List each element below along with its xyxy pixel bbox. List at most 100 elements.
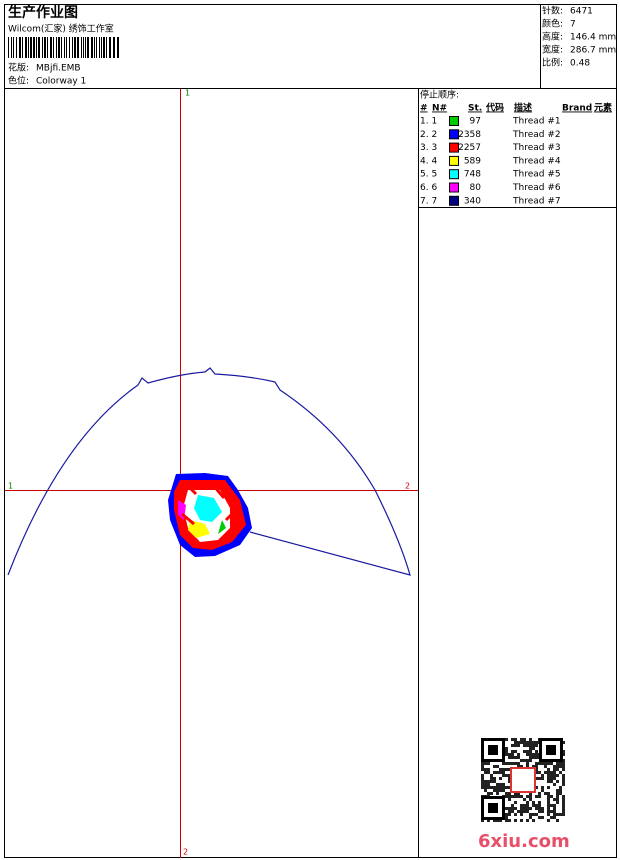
color-swatch [449,129,459,140]
qr-cell [520,741,523,744]
column-header: St. [468,104,482,114]
bar-stripe [50,37,52,58]
qr-cell [514,801,517,804]
qr-cell [544,762,547,765]
colorway-label: 色位: [8,75,29,87]
qr-cell [553,774,556,777]
watermark: 6xiu.com [478,831,570,852]
qr-cell [535,756,538,759]
summary-label: 高度: [542,31,563,43]
qr-cell [526,750,529,753]
bar-stripe [30,37,32,58]
qr-cell [547,771,550,774]
qr-cell [505,747,508,750]
qr-cell [556,798,559,801]
qr-cell [529,759,532,762]
qr-cell [511,750,514,753]
qr-cell [541,789,544,792]
qr-cell [538,810,541,813]
qr-cell [523,744,526,747]
qr-cell [481,780,484,783]
qr-cell [562,768,565,771]
qr-cell [532,747,535,750]
summary-value: 286.7 mm [570,46,616,56]
qr-cell [508,774,511,777]
qr-cell [493,786,496,789]
qr-cell [517,810,520,813]
qr-cell [490,792,493,795]
qr-cell [535,807,538,810]
qr-cell [511,807,514,810]
qr-cell [535,753,538,756]
qr-cell [529,798,532,801]
qr-cell [562,804,565,807]
qr-cell [529,756,532,759]
qr-cell [529,750,532,753]
qr-cell [517,765,520,768]
qr-cell [517,741,520,744]
qr-cell [481,765,484,768]
bar-stripe [22,37,23,58]
qr-cell [481,819,484,822]
design-label: 花版: [8,62,29,74]
qr-cell [547,810,550,813]
bar-stripe [103,37,105,58]
qr-cell [523,738,526,741]
qr-cell [499,786,502,789]
qr-cell [550,810,553,813]
qr-cell [505,774,508,777]
qr-cell [556,774,559,777]
qr-cell [547,762,550,765]
color-swatch [449,169,459,180]
qr-cell [526,762,529,765]
qr-cell [547,807,550,810]
qr-cell [547,798,550,801]
qr-cell [499,768,502,771]
qr-cell [550,777,553,780]
qr-cell [535,771,538,774]
qr-cell [508,768,511,771]
qr-cell [508,762,511,765]
qr-cell [544,771,547,774]
qr-cell [484,768,487,771]
qr-cell [496,792,499,795]
qr-cell [511,795,514,798]
qr-cell [562,798,565,801]
qr-cell [505,768,508,771]
qr-cell [502,768,505,771]
qr-cell [511,738,514,741]
bar-stripe [117,37,119,58]
qr-cell [508,819,511,822]
thread-description: Thread #4 [512,156,561,166]
qr-cell [559,765,562,768]
qr-cell [508,753,511,756]
qr-cell [547,768,550,771]
qr-cell [553,765,556,768]
qr-cell [505,762,508,765]
qr-cell [559,762,562,765]
bar-stripe [64,37,65,58]
qr-cell [490,786,493,789]
qr-cell [529,753,532,756]
qr-cell [523,741,526,744]
bar-stripe [8,37,9,58]
qr-cell [481,783,484,786]
qr-cell [547,774,550,777]
bar-stripe [109,37,111,58]
row-index: 1. 1 [420,117,437,127]
qr-cell [517,756,520,759]
qr-cell [523,804,526,807]
qr-cell [547,777,550,780]
qr-cell [556,768,559,771]
qr-cell [514,738,517,741]
bar-stripe [66,37,67,58]
qr-cell [559,813,562,816]
qr-cell [508,777,511,780]
qr-finder [481,738,505,762]
qr-cell [535,813,538,816]
qr-cell [538,795,541,798]
qr-cell [517,795,520,798]
qr-code [481,738,565,822]
qr-cell [556,795,559,798]
qr-finder [481,796,505,820]
